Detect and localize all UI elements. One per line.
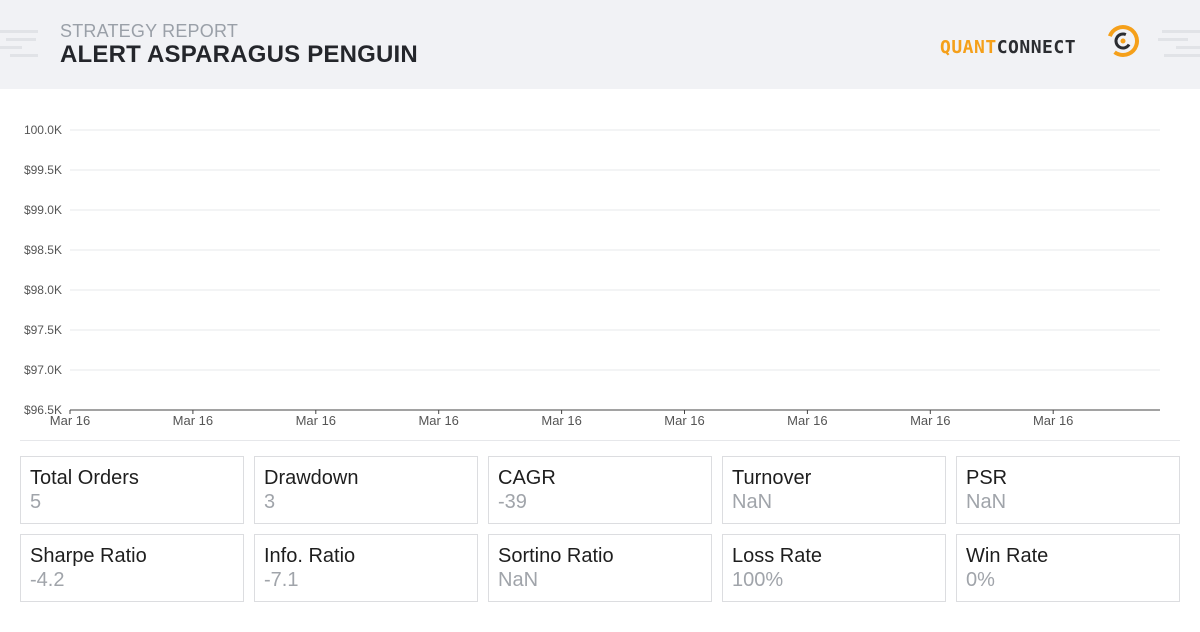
stat-label: Drawdown — [264, 467, 359, 489]
decorative-lines-icon — [1158, 30, 1200, 57]
stat-label: PSR — [966, 467, 1008, 489]
report-header: STRATEGY REPORT ALERT ASPARAGUS PENGUIN … — [0, 0, 1200, 89]
stat-card-sortino-ratio: Sortino Ratio NaN — [488, 534, 712, 602]
stat-value: 3 — [264, 491, 276, 513]
stat-card-win-rate: Win Rate 0% — [956, 534, 1180, 602]
y-tick-label: $97.0K — [24, 363, 62, 377]
x-tick-label: Mar 16 — [418, 413, 458, 428]
logo-text-connect: CONNECT — [996, 37, 1077, 58]
stat-label: Total Orders — [30, 467, 139, 489]
y-tick-label: $96.5K — [24, 403, 62, 417]
y-axis-ticks: 100.0K $99.5K $99.0K $98.5K $98.0K $97.5K $97.… — [24, 123, 62, 417]
x-tick-label: Mar 16 — [664, 413, 704, 428]
x-tick-label: Mar 16 — [541, 413, 581, 428]
stat-label: CAGR — [498, 467, 556, 489]
stat-value: NaN — [732, 491, 773, 513]
stat-card-total-orders: Total Orders 5 — [20, 456, 244, 524]
x-tick-label: Mar 16 — [173, 413, 213, 428]
stat-label: Win Rate — [966, 545, 1049, 567]
decorative-lines-icon — [0, 30, 38, 57]
grid-lines — [70, 129, 1160, 371]
y-tick-label: $99.0K — [24, 203, 62, 217]
stat-value: 100% — [732, 569, 784, 591]
x-tick-label: Mar 16 — [296, 413, 336, 428]
stat-value: -39 — [498, 491, 527, 513]
stat-value: -4.2 — [30, 569, 65, 591]
logo-text: QUANTCONNECT — [940, 37, 1076, 58]
stat-label: Info. Ratio — [264, 545, 356, 567]
stat-value: 0% — [966, 569, 995, 591]
y-tick-label: $98.5K — [24, 243, 62, 257]
stat-label: Turnover — [732, 467, 812, 489]
stat-value: NaN — [966, 491, 1007, 513]
x-tick-label: Mar 16 — [787, 413, 827, 428]
x-tick-label: Mar 16 — [1033, 413, 1073, 428]
stat-value: 5 — [30, 491, 42, 513]
stat-value: -7.1 — [264, 569, 299, 591]
stat-card-turnover: Turnover NaN — [722, 456, 946, 524]
equity-chart: 100.0K $99.5K $99.0K $98.5K $98.0K $97.5K $97.… — [24, 123, 1160, 428]
stat-card-drawdown: Drawdown 3 — [254, 456, 478, 524]
stat-card-loss-rate: Loss Rate 100% — [722, 534, 946, 602]
y-tick-label: $99.5K — [24, 163, 62, 177]
stat-card-info-ratio: Info. Ratio -7.1 — [254, 534, 478, 602]
section-divider — [20, 440, 1180, 441]
stat-label: Loss Rate — [732, 545, 823, 567]
stat-label: Sortino Ratio — [498, 545, 614, 567]
stat-card-sharpe-ratio: Sharpe Ratio -4.2 — [20, 534, 244, 602]
report-title: ALERT ASPARAGUS PENGUIN — [60, 41, 418, 68]
report-label: STRATEGY REPORT — [60, 21, 239, 41]
stat-label: Sharpe Ratio — [30, 545, 147, 567]
y-tick-label: $98.0K — [24, 283, 62, 297]
y-tick-label: 100.0K — [24, 123, 62, 137]
stat-card-psr: PSR NaN — [956, 456, 1180, 524]
x-tick-label: Mar 16 — [910, 413, 950, 428]
x-tick-label: Mar 16 — [50, 413, 90, 428]
stat-card-cagr: CAGR -39 — [488, 456, 712, 524]
logo-text-quant: QUANT — [940, 37, 997, 58]
x-axis-ticks: Mar 16 Mar 16 Mar 16 Mar 16 Mar 16 Mar 16 Mar … — [50, 410, 1073, 428]
y-tick-label: $97.5K — [24, 323, 62, 337]
quantconnect-logo-icon — [1107, 25, 1139, 57]
stat-value: NaN — [498, 569, 539, 591]
statistics-grid: Total Orders 5 Drawdown 3 CAGR -39 Turno… — [20, 456, 1180, 602]
